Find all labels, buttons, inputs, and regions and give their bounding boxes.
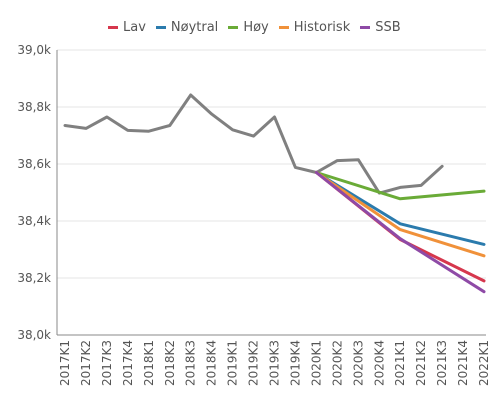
x-tick-label: 2021K3 [435, 340, 449, 386]
y-tick-label: 38,2k [17, 271, 51, 285]
x-tick-label: 2018K3 [184, 340, 198, 386]
legend-item-ssb[interactable]: SSB [360, 20, 401, 35]
legend-swatch-historisk [278, 26, 289, 29]
x-tick-label: 2017K3 [100, 340, 114, 386]
y-tick-label: 39,0k [17, 43, 51, 57]
series-line-noytral [314, 171, 486, 246]
x-tick-label: 2018K1 [142, 340, 156, 386]
x-tick-label: 2020K1 [309, 340, 323, 386]
x-tick-label: 2017K2 [79, 340, 93, 386]
x-tick-label: 2021K2 [414, 340, 428, 386]
x-tick-label: 2018K4 [205, 340, 219, 386]
legend: Lav Nøytral Høy Historisk SSB [108, 20, 401, 35]
legend-label-noytral: Nøytral [170, 20, 219, 35]
legend-item-lav[interactable]: Lav [108, 20, 146, 35]
legend-label-lav: Lav [123, 20, 146, 35]
y-tick-label: 38,8k [17, 100, 51, 114]
x-tick-label: 2021K1 [393, 340, 407, 386]
legend-label-hoy: Høy [243, 20, 269, 35]
series-line-hoy [314, 171, 486, 201]
x-tick-label: 2020K3 [351, 340, 365, 386]
legend-swatch-ssb [360, 26, 371, 29]
x-tick-label: 2017K1 [58, 340, 72, 386]
x-tick-label: 2022K1 [477, 340, 491, 386]
x-tick-label: 2019K3 [268, 340, 282, 386]
series-line-historisk [314, 171, 486, 258]
y-tick-label: 38,4k [17, 214, 51, 228]
x-tick-label: 2019K1 [226, 340, 240, 386]
y-tick-label: 38,6k [17, 157, 51, 171]
series-line-actual [63, 93, 444, 195]
x-tick-label: 2020K2 [330, 340, 344, 386]
legend-label-ssb: SSB [375, 20, 401, 35]
legend-item-noytral[interactable]: Nøytral [155, 20, 219, 35]
legend-swatch-hoy [228, 26, 239, 29]
legend-swatch-lav [108, 26, 118, 29]
x-tick-label: 2018K2 [163, 340, 177, 386]
legend-item-historisk[interactable]: Historisk [278, 20, 351, 35]
x-tick-label: 2021K4 [456, 340, 470, 386]
legend-swatch-noytral [155, 26, 166, 29]
y-tick-label: 38,0k [17, 328, 51, 342]
legend-item-hoy[interactable]: Høy [228, 20, 269, 35]
x-tick-label: 2020K4 [372, 340, 386, 386]
x-tick-label: 2019K2 [247, 340, 261, 386]
x-tick-label: 2019K4 [288, 340, 302, 386]
series-line-ssb [314, 171, 486, 294]
x-tick-label: 2017K4 [121, 340, 135, 386]
legend-label-historisk: Historisk [293, 20, 351, 35]
